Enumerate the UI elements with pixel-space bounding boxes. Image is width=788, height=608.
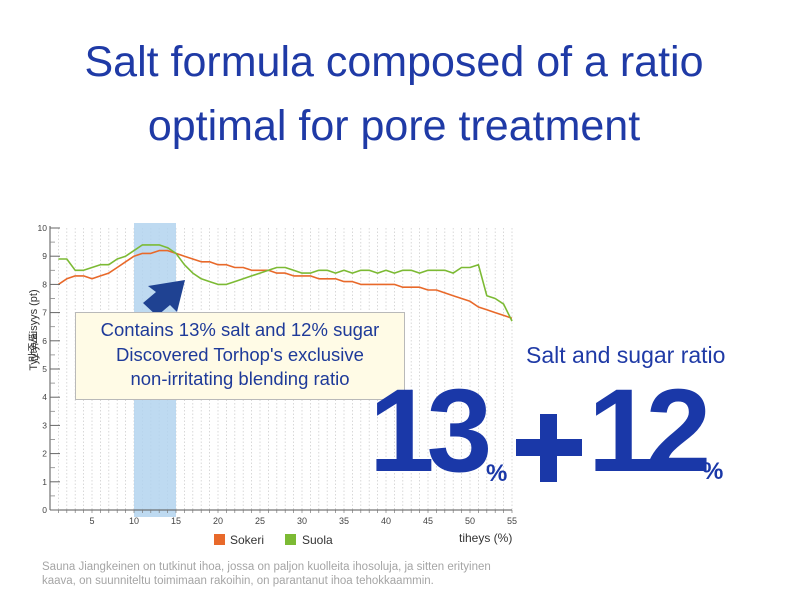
x-tick-label: 55 [507,516,517,526]
x-axis-label: tiheys (%) [459,531,512,545]
x-tick-label: 50 [465,516,475,526]
salt-percent-sign: % [486,460,508,487]
salt-percentage: 13 [369,365,492,497]
x-tick-label: 40 [381,516,391,526]
x-tick-label: 30 [297,516,307,526]
legend-label-suola: Suola [302,533,333,547]
legend-swatch-suola [285,534,296,545]
sugar-percent-sign: % [702,458,724,485]
callout-line-3: non-irritating blending ratio [130,368,350,389]
y-tick-label: 0 [42,505,47,515]
chart-series [57,244,513,322]
callout-arrow-icon [143,280,185,316]
series-line-suola [58,244,513,322]
x-tick-label: 20 [213,516,223,526]
y-tick-label: 2 [42,449,47,459]
arrow-up-right-icon [143,280,185,316]
x-tick-label: 5 [89,516,94,526]
x-tick-label: 45 [423,516,433,526]
x-tick-label: 10 [129,516,139,526]
callout-line-2: Discovered Torhop's exclusive [116,343,364,365]
x-tick-label: 25 [255,516,265,526]
ratio-label: Salt and sugar ratio [526,342,726,368]
callout-box: Contains 13% salt and 12% sugar Discover… [75,312,405,400]
y-tick-label: 1 [42,477,47,487]
legend-label-sokeri: Sokeri [230,533,264,547]
y-tick-label: 9 [42,251,47,261]
legend-swatch-sokeri [214,534,225,545]
y-tick-label: 5 [42,364,47,374]
sugar-percentage: 12 [588,365,711,497]
headline-line-1: Salt formula composed of a ratio [84,38,704,86]
y-tick-label: 8 [42,279,47,289]
chart-legend: Sokeri Suola [214,533,333,547]
y-tick-label: 3 [42,420,47,430]
y-axis-label: Tyytyväisyys (pt) [28,289,40,370]
footnote: Sauna Jiangkeinen on tutkinut ihoa, joss… [42,561,491,587]
y-tick-label: 10 [38,223,48,233]
y-tick-label: 4 [42,392,47,402]
y-tick-label: 7 [42,308,47,318]
chart-axes [49,226,512,511]
y-axis-label-secondary: 만족도 [27,332,40,362]
plus-sign [516,414,582,482]
headline-line-2: optimal for pore treatment [147,102,641,150]
callout-line-1: Contains 13% salt and 12% sugar [100,319,380,340]
x-tick-label: 15 [171,516,181,526]
plus-sign-vertical [540,414,557,482]
x-tick-label: 35 [339,516,349,526]
y-tick-label: 6 [42,336,47,346]
series-line-sokeri [57,249,513,319]
